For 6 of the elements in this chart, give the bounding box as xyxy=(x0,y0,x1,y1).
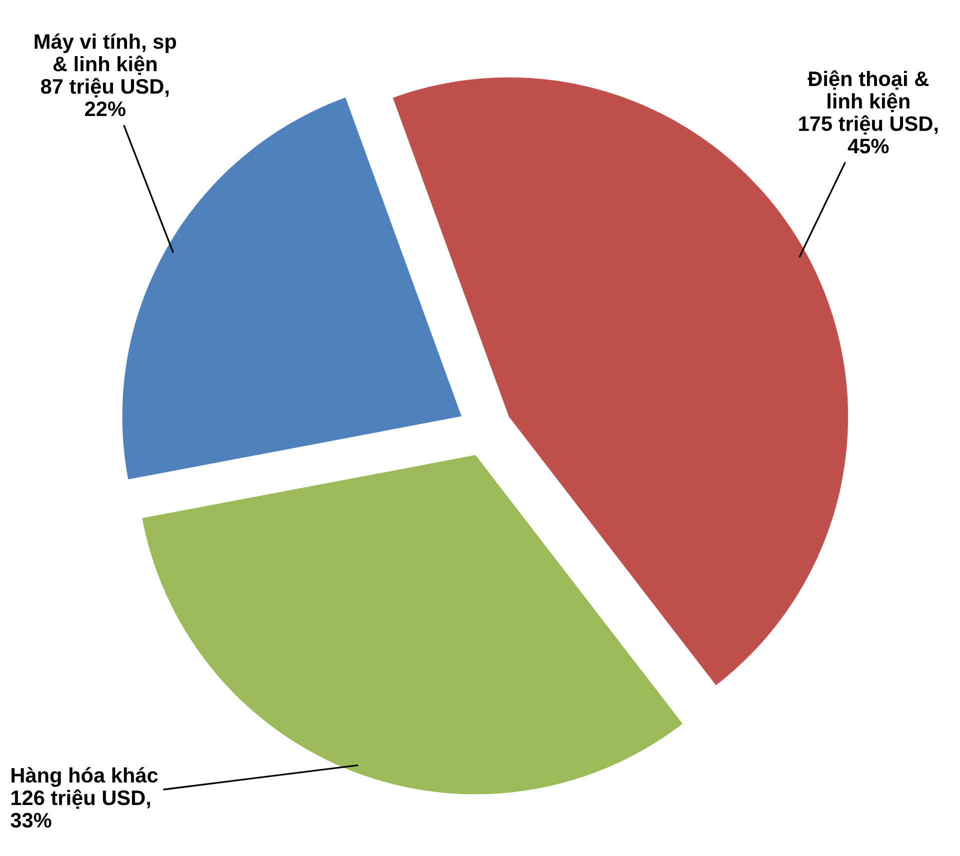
data-label: 126 triệu USD, 33% xyxy=(10,789,150,828)
data-label: 87 triệu USD, 22% xyxy=(40,78,169,116)
slice-label: Hàng hóa khác xyxy=(12,767,158,787)
slice-label: Điện thoại & linh kiện xyxy=(808,70,929,112)
slice-label: Máy vi tính, sp & linh kiện xyxy=(34,33,176,75)
data-label: 175 triệu USD, 45% xyxy=(799,115,938,154)
